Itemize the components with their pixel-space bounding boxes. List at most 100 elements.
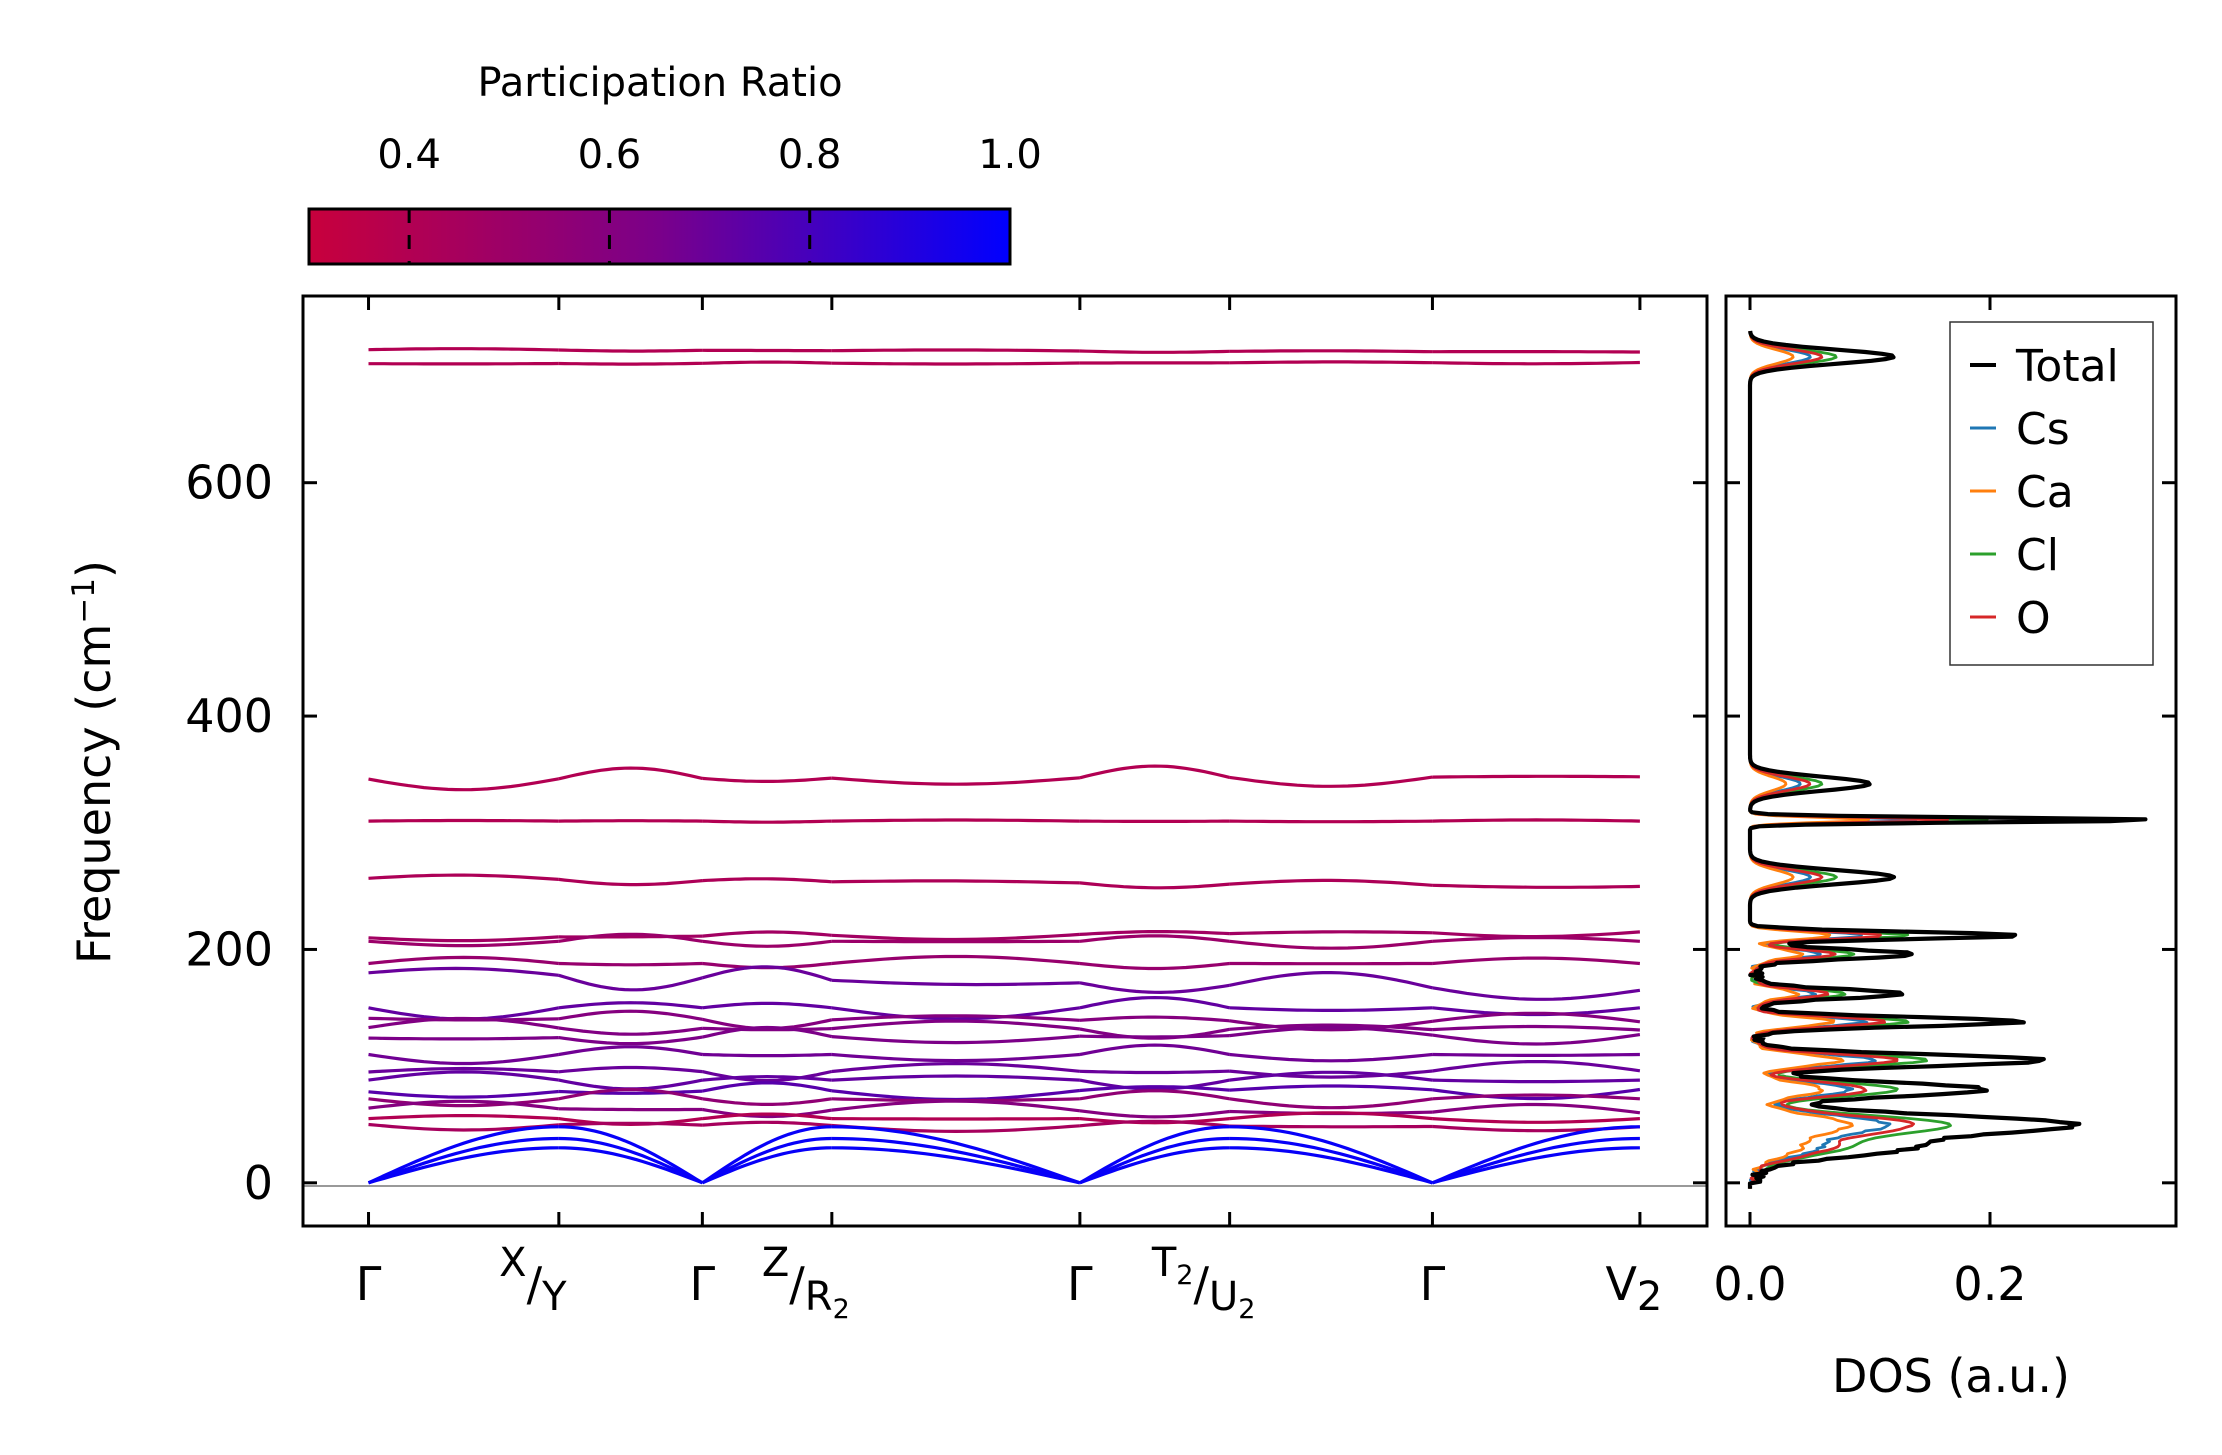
colorbar-tick-label: 0.4 (377, 132, 441, 178)
dos-line-o (1748, 330, 1950, 1189)
band-line (1079, 929, 1230, 936)
band-line (702, 1069, 833, 1083)
band-line (1229, 1097, 1433, 1110)
band-line (1432, 774, 1640, 779)
band-line (702, 1112, 832, 1121)
y-tick-label: 0 (244, 1156, 273, 1210)
band-line (831, 776, 1081, 786)
k-label-slash: / (527, 1257, 543, 1311)
frequency-label-exponent: −1 (66, 578, 102, 624)
band-line (1229, 1026, 1433, 1038)
band-line (558, 1121, 703, 1127)
band-line (1229, 1070, 1433, 1082)
band-line (368, 873, 559, 881)
k-label-to: U (1209, 1274, 1238, 1320)
dos-axes-frame (1724, 294, 2178, 1228)
acoustic-band-line (1229, 1136, 1433, 1185)
band-line (1079, 1034, 1230, 1039)
band-line (702, 939, 832, 948)
acoustic-band-line (701, 1136, 832, 1185)
band-line (702, 1001, 832, 1010)
acoustic-band-line (701, 1125, 832, 1185)
acoustic-band-line (1079, 1125, 1230, 1185)
y-tick-label: 400 (185, 689, 273, 743)
colorbar-gradient (307, 207, 1012, 266)
band-line (831, 879, 1080, 885)
dos-axis-label: DOS (a.u.) (1832, 1349, 2070, 1403)
k-label-to-sub: 2 (833, 1294, 850, 1325)
band-line (368, 955, 559, 966)
band-line (1229, 1124, 1433, 1129)
k-label-from: X (499, 1240, 526, 1286)
acoustic-band-line (831, 1136, 1081, 1185)
dos-curves (1747, 330, 2148, 1190)
band-line (558, 877, 703, 887)
band-line (368, 1052, 560, 1066)
band-line (1079, 764, 1230, 780)
k-tick-label: V2 (1605, 1257, 1662, 1320)
band-line (1229, 878, 1433, 887)
acoustic-band-line (367, 1136, 559, 1185)
k-label-from: Z (762, 1240, 789, 1286)
band-line (558, 932, 703, 943)
band-line (702, 1081, 833, 1093)
band-line (558, 1089, 703, 1095)
band-line (368, 939, 559, 948)
acoustic-band-line (831, 1146, 1081, 1185)
dos-line-ca (1748, 331, 1870, 1189)
legend-label-cs: Cs (2016, 404, 2070, 455)
band-line (1229, 1111, 1433, 1121)
acoustic-band-line (558, 1125, 704, 1185)
k-tick-label: X/Y (499, 1240, 567, 1320)
dos-x-tick-label: 0.2 (1953, 1257, 2026, 1311)
band-line (368, 1066, 559, 1074)
legend-label-o: O (2016, 593, 2051, 644)
band-line (1079, 1043, 1230, 1057)
k-path-ticks: Γ X/Y Γ Z/R2 Γ T2/U2 Γ V2 (356, 296, 1662, 1325)
band-line (1079, 1089, 1230, 1101)
band-line (1432, 360, 1640, 366)
band-line (1432, 986, 1641, 1001)
band-line (1229, 1069, 1433, 1079)
legend-items: Total Cs Ca Cl O (1970, 341, 2119, 644)
acoustic-band-line (1229, 1125, 1434, 1185)
band-line (1229, 349, 1433, 354)
band-line (368, 1099, 560, 1111)
band-line (368, 818, 559, 823)
band-line (831, 1099, 1081, 1113)
band-line (831, 1061, 1081, 1074)
band-line (831, 954, 1081, 966)
acoustic-band-line (1229, 1146, 1433, 1185)
band-line (1432, 1102, 1641, 1115)
band-line (702, 776, 832, 784)
y-tick-label: 200 (185, 922, 273, 976)
k-tick-label: Γ (1067, 1257, 1093, 1311)
band-line (368, 1070, 560, 1082)
band-line (1432, 1087, 1641, 1101)
band-line (558, 1087, 703, 1101)
band-line (1432, 883, 1640, 889)
dos-line-cs (1748, 330, 1918, 1189)
band-line (1229, 939, 1433, 950)
band-line (701, 965, 833, 982)
colorbar-tick-label: 1.0 (978, 132, 1042, 178)
phonon-bands (367, 347, 1641, 1185)
k-tick-label: Γ (690, 1257, 716, 1311)
k-label-to: R (805, 1274, 833, 1320)
band-line (831, 1052, 1081, 1063)
band-line (558, 973, 703, 992)
band-line (1432, 935, 1640, 943)
k-label-from-sub: 2 (1176, 1260, 1193, 1291)
band-line (368, 966, 559, 977)
band-line (1432, 956, 1641, 966)
dos-x-tick-label: 0.0 (1713, 1257, 1786, 1311)
band-line (1079, 961, 1230, 971)
band-line (831, 1014, 1080, 1022)
band-line (1229, 360, 1433, 365)
band-line (702, 1074, 832, 1082)
acoustic-band-line (1079, 1146, 1230, 1185)
band-line (831, 932, 1081, 942)
band-line (1432, 1024, 1640, 1032)
